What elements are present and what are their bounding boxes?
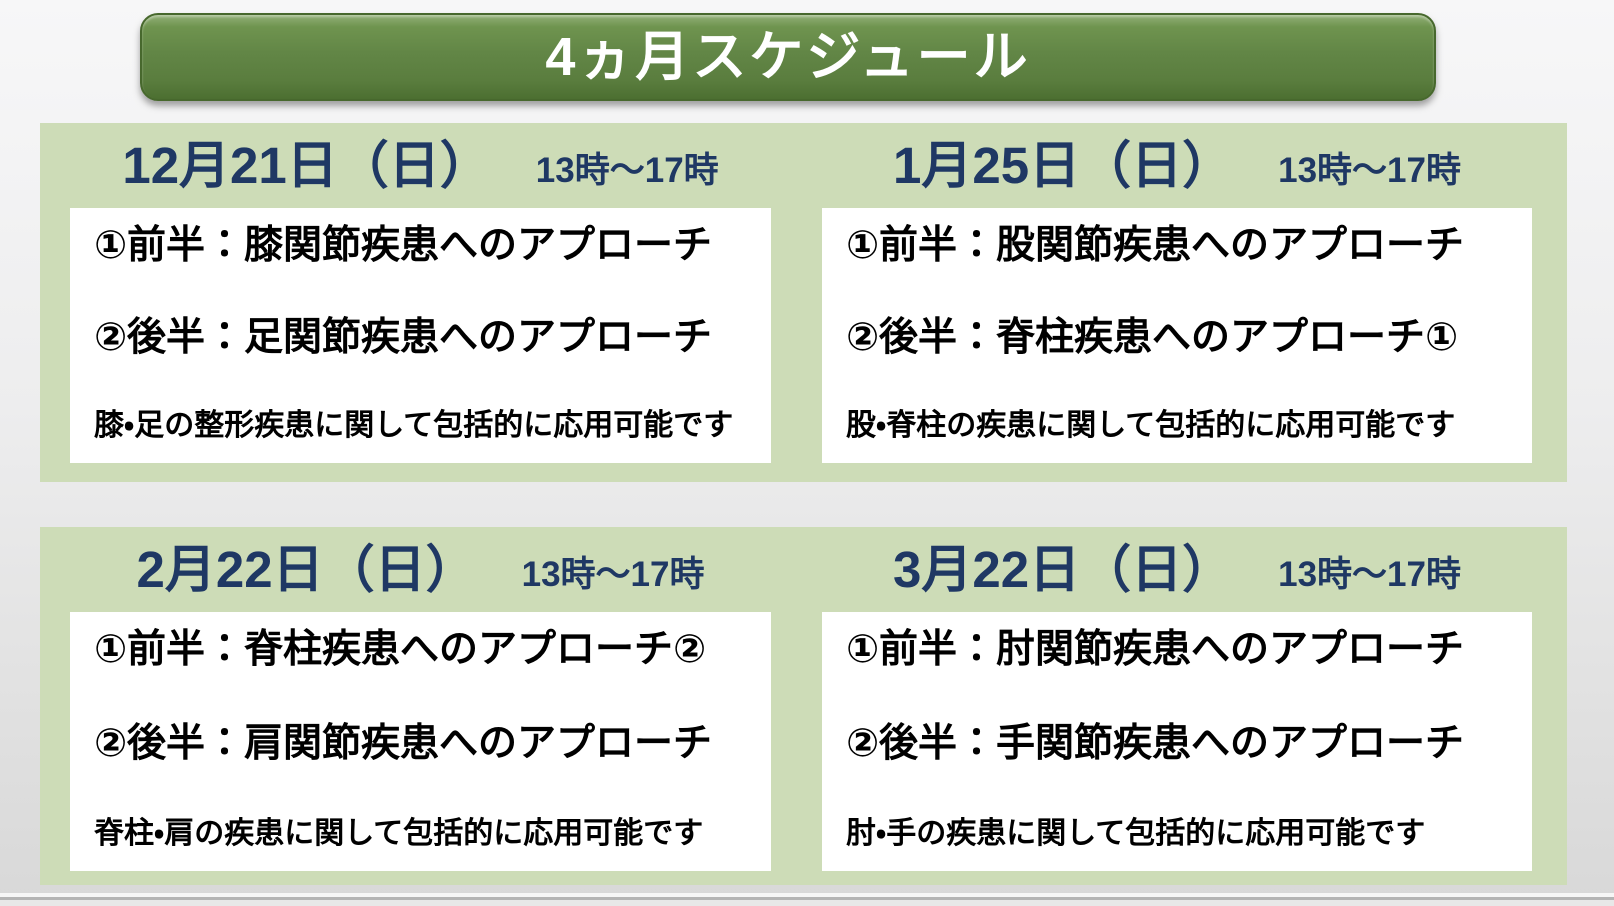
session-content-box: ①前半：肘関節疾患へのアプローチ ②後半：手関節疾患へのアプローチ 肘・手の疾患…	[822, 612, 1532, 871]
note-line: 膝・足の整形疾患に関して包括的に応用可能です	[94, 408, 734, 442]
second-half-line: ②後半：手関節疾患へのアプローチ	[846, 722, 1465, 766]
second-half-line: ②後半：肩関節疾患へのアプローチ	[94, 722, 713, 766]
session-content-box: ①前半：膝関節疾患へのアプローチ ②後半：足関節疾患へのアプローチ 膝・足の整形…	[70, 208, 771, 463]
note-line: 股・脊柱の疾患に関して包括的に応用可能です	[846, 408, 1456, 442]
first-half-line: ①前半：膝関節疾患へのアプローチ	[94, 224, 713, 267]
time-label: 13時～17時	[521, 555, 705, 594]
time-label: 13時～17時	[535, 151, 719, 190]
date-label: 3月22日（日）	[893, 541, 1234, 598]
title-banner: 4ヵ月スケジュール	[140, 13, 1436, 101]
time-label: 13時～17時	[1278, 555, 1461, 594]
session-header: 12月21日（日） 13時～17時	[70, 123, 771, 208]
date-label: 1月25日（日）	[893, 137, 1234, 194]
schedule-row-bottom: 2月22日（日） 13時～17時 ①前半：脊柱疾患へのアプローチ② ②後半：肩関…	[40, 527, 1567, 885]
first-half-line: ①前半：脊柱疾患へのアプローチ②	[94, 628, 707, 671]
note-line: 脊柱・肩の疾患に関して包括的に応用可能です	[94, 816, 704, 850]
schedule-row-top: 12月21日（日） 13時～17時 ①前半：膝関節疾患へのアプローチ ②後半：足…	[40, 123, 1567, 482]
session-content-box: ①前半：脊柱疾患へのアプローチ② ②後半：肩関節疾患へのアプローチ 脊柱・肩の疾…	[70, 612, 771, 871]
session-card-march: 3月22日（日） 13時～17時 ①前半：肘関節疾患へのアプローチ ②後半：手関…	[822, 527, 1532, 885]
session-card-february: 2月22日（日） 13時～17時 ①前半：脊柱疾患へのアプローチ② ②後半：肩関…	[70, 527, 771, 885]
date-label: 12月21日（日）	[122, 137, 491, 194]
edge-highlight-line	[0, 893, 1614, 897]
session-header: 1月25日（日） 13時～17時	[822, 123, 1532, 208]
time-label: 13時～17時	[1278, 151, 1461, 190]
note-line: 肘・手の疾患に関して包括的に応用可能です	[846, 816, 1426, 850]
session-header: 3月22日（日） 13時～17時	[822, 527, 1532, 612]
session-card-january: 1月25日（日） 13時～17時 ①前半：股関節疾患へのアプローチ ②後半：脊柱…	[822, 123, 1532, 482]
page-title: 4ヵ月スケジュール	[545, 27, 1031, 87]
edge-divider-line	[0, 897, 1614, 900]
second-half-line: ②後半：脊柱疾患へのアプローチ①	[846, 316, 1459, 360]
date-label: 2月22日（日）	[136, 541, 477, 598]
first-half-line: ①前半：股関節疾患へのアプローチ	[846, 224, 1465, 267]
second-half-line: ②後半：足関節疾患へのアプローチ	[94, 316, 713, 360]
window-bottom-edge	[0, 893, 1614, 906]
session-card-december: 12月21日（日） 13時～17時 ①前半：膝関節疾患へのアプローチ ②後半：足…	[70, 123, 771, 482]
session-header: 2月22日（日） 13時～17時	[70, 527, 771, 612]
edge-footer-strip	[0, 900, 1614, 906]
first-half-line: ①前半：肘関節疾患へのアプローチ	[846, 628, 1465, 671]
session-content-box: ①前半：股関節疾患へのアプローチ ②後半：脊柱疾患へのアプローチ① 股・脊柱の疾…	[822, 208, 1532, 463]
